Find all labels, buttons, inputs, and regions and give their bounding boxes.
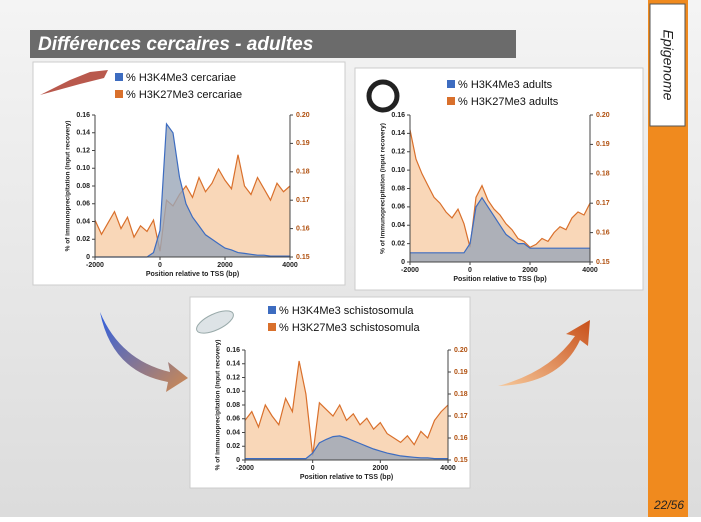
y2-tick-label: 0.20 xyxy=(596,112,610,119)
y-tick-label: 0.12 xyxy=(76,147,90,154)
cercaria-icon xyxy=(40,70,108,95)
y-tick-label: 0.10 xyxy=(226,388,240,395)
y2-tick-label: 0.16 xyxy=(296,225,310,232)
x-tick-label: 2000 xyxy=(522,267,538,274)
legend-label: % H3K27Me3 adults xyxy=(458,96,559,108)
y2-tick-label: 0.15 xyxy=(454,457,468,464)
y2-tick-label: 0.18 xyxy=(296,169,310,176)
y-tick-label: 0.02 xyxy=(226,443,240,450)
x-tick-label: -2000 xyxy=(86,262,104,269)
slide-title: Différences cercaires - adultes xyxy=(38,34,313,55)
series-area xyxy=(95,154,290,257)
x-axis-label: Position relative to TSS (bp) xyxy=(300,474,393,481)
series-line xyxy=(245,435,448,460)
y-tick-label: 0.16 xyxy=(76,112,90,119)
y-axis-label: % of immunoprecipitation (input recovery… xyxy=(65,121,72,252)
legend-label: % H3K27Me3 schistosomula xyxy=(279,322,421,334)
y-axis-label: % of immunoprecipitation (input recovery… xyxy=(215,340,222,471)
x-tick-label: 4000 xyxy=(440,465,456,472)
legend-label: % H3K4Me3 adults xyxy=(458,79,553,91)
series-line xyxy=(94,154,291,252)
legend-label: % H3K4Me3 cercariae xyxy=(126,72,236,84)
page-number: 22/56 xyxy=(653,498,684,512)
y-tick-label: 0.16 xyxy=(226,347,240,354)
y2-tick-label: 0.19 xyxy=(296,140,310,147)
y-tick-label: 0.10 xyxy=(76,165,90,172)
y2-tick-label: 0.17 xyxy=(454,413,468,420)
y-tick-label: 0 xyxy=(86,254,90,261)
series-area xyxy=(245,361,448,460)
arrow-left xyxy=(100,312,188,392)
y-tick-label: 0 xyxy=(236,457,240,464)
legend-label: % H3K4Me3 schistosomula xyxy=(279,305,414,317)
y-tick-label: 0.14 xyxy=(76,130,90,137)
x-tick-label: 0 xyxy=(468,267,472,274)
y2-tick-label: 0.16 xyxy=(596,229,610,236)
x-tick-label: 2000 xyxy=(217,262,233,269)
legend-swatch xyxy=(447,80,455,88)
x-tick-label: -2000 xyxy=(401,267,419,274)
y-tick-label: 0.14 xyxy=(226,361,240,368)
y-tick-label: 0.14 xyxy=(391,130,405,137)
y2-tick-label: 0.18 xyxy=(454,391,468,398)
x-tick-label: 2000 xyxy=(373,465,389,472)
legend-swatch xyxy=(268,323,276,331)
y-tick-label: 0.08 xyxy=(76,183,90,190)
series-area xyxy=(410,197,590,262)
y-tick-label: 0.04 xyxy=(226,429,240,436)
schistosomula-icon xyxy=(196,310,234,334)
y-tick-label: 0.02 xyxy=(76,236,90,243)
y-tick-label: 0.10 xyxy=(391,167,405,174)
x-tick-label: 4000 xyxy=(582,267,598,274)
series-line xyxy=(410,196,590,254)
y-tick-label: 0.08 xyxy=(226,402,240,409)
y2-tick-label: 0.17 xyxy=(296,197,310,204)
y2-tick-label: 0.15 xyxy=(296,254,310,261)
title-bar xyxy=(30,30,516,58)
y-tick-label: 0.12 xyxy=(391,149,405,156)
x-axis-label: Position relative to TSS (bp) xyxy=(146,271,239,278)
y2-tick-label: 0.15 xyxy=(596,259,610,266)
side-label: Epigenome xyxy=(660,30,676,101)
y2-tick-label: 0.16 xyxy=(454,435,468,442)
y-tick-label: 0.02 xyxy=(391,240,405,247)
y-tick-label: 0.04 xyxy=(76,218,90,225)
y2-tick-label: 0.20 xyxy=(296,112,310,119)
y2-tick-label: 0.18 xyxy=(596,171,610,178)
series-area xyxy=(95,123,290,258)
y2-tick-label: 0.19 xyxy=(454,369,468,376)
series-line xyxy=(409,129,591,249)
legend-swatch xyxy=(447,97,455,105)
legend-swatch xyxy=(115,90,123,98)
arrow-right xyxy=(498,320,590,386)
x-axis-label: Position relative to TSS (bp) xyxy=(453,276,546,283)
y-tick-label: 0.06 xyxy=(76,201,90,208)
x-tick-label: 0 xyxy=(311,465,315,472)
side-label-box xyxy=(649,3,686,127)
legend-label: % H3K27Me3 cercariae xyxy=(126,89,242,101)
x-tick-label: 0 xyxy=(158,262,162,269)
legend-swatch xyxy=(268,306,276,314)
y2-tick-label: 0.20 xyxy=(454,347,468,354)
y-tick-label: 0.04 xyxy=(391,222,405,229)
y-tick-label: 0.06 xyxy=(226,416,240,423)
x-tick-label: 4000 xyxy=(282,262,298,269)
legend-swatch xyxy=(115,73,123,81)
y-tick-label: 0.08 xyxy=(391,185,405,192)
y-axis-label: % of immunoprecipitation (input recovery… xyxy=(380,123,387,254)
y-tick-label: 0.06 xyxy=(391,204,405,211)
y-tick-label: 0.16 xyxy=(391,112,405,119)
series-area xyxy=(410,129,590,262)
series-line xyxy=(244,360,449,456)
y-tick-label: 0 xyxy=(401,259,405,266)
series-area xyxy=(245,435,448,460)
y2-tick-label: 0.17 xyxy=(596,200,610,207)
x-tick-label: -2000 xyxy=(236,465,254,472)
y2-tick-label: 0.19 xyxy=(596,141,610,148)
y-tick-label: 0.12 xyxy=(226,374,240,381)
adult-icon xyxy=(366,79,400,113)
